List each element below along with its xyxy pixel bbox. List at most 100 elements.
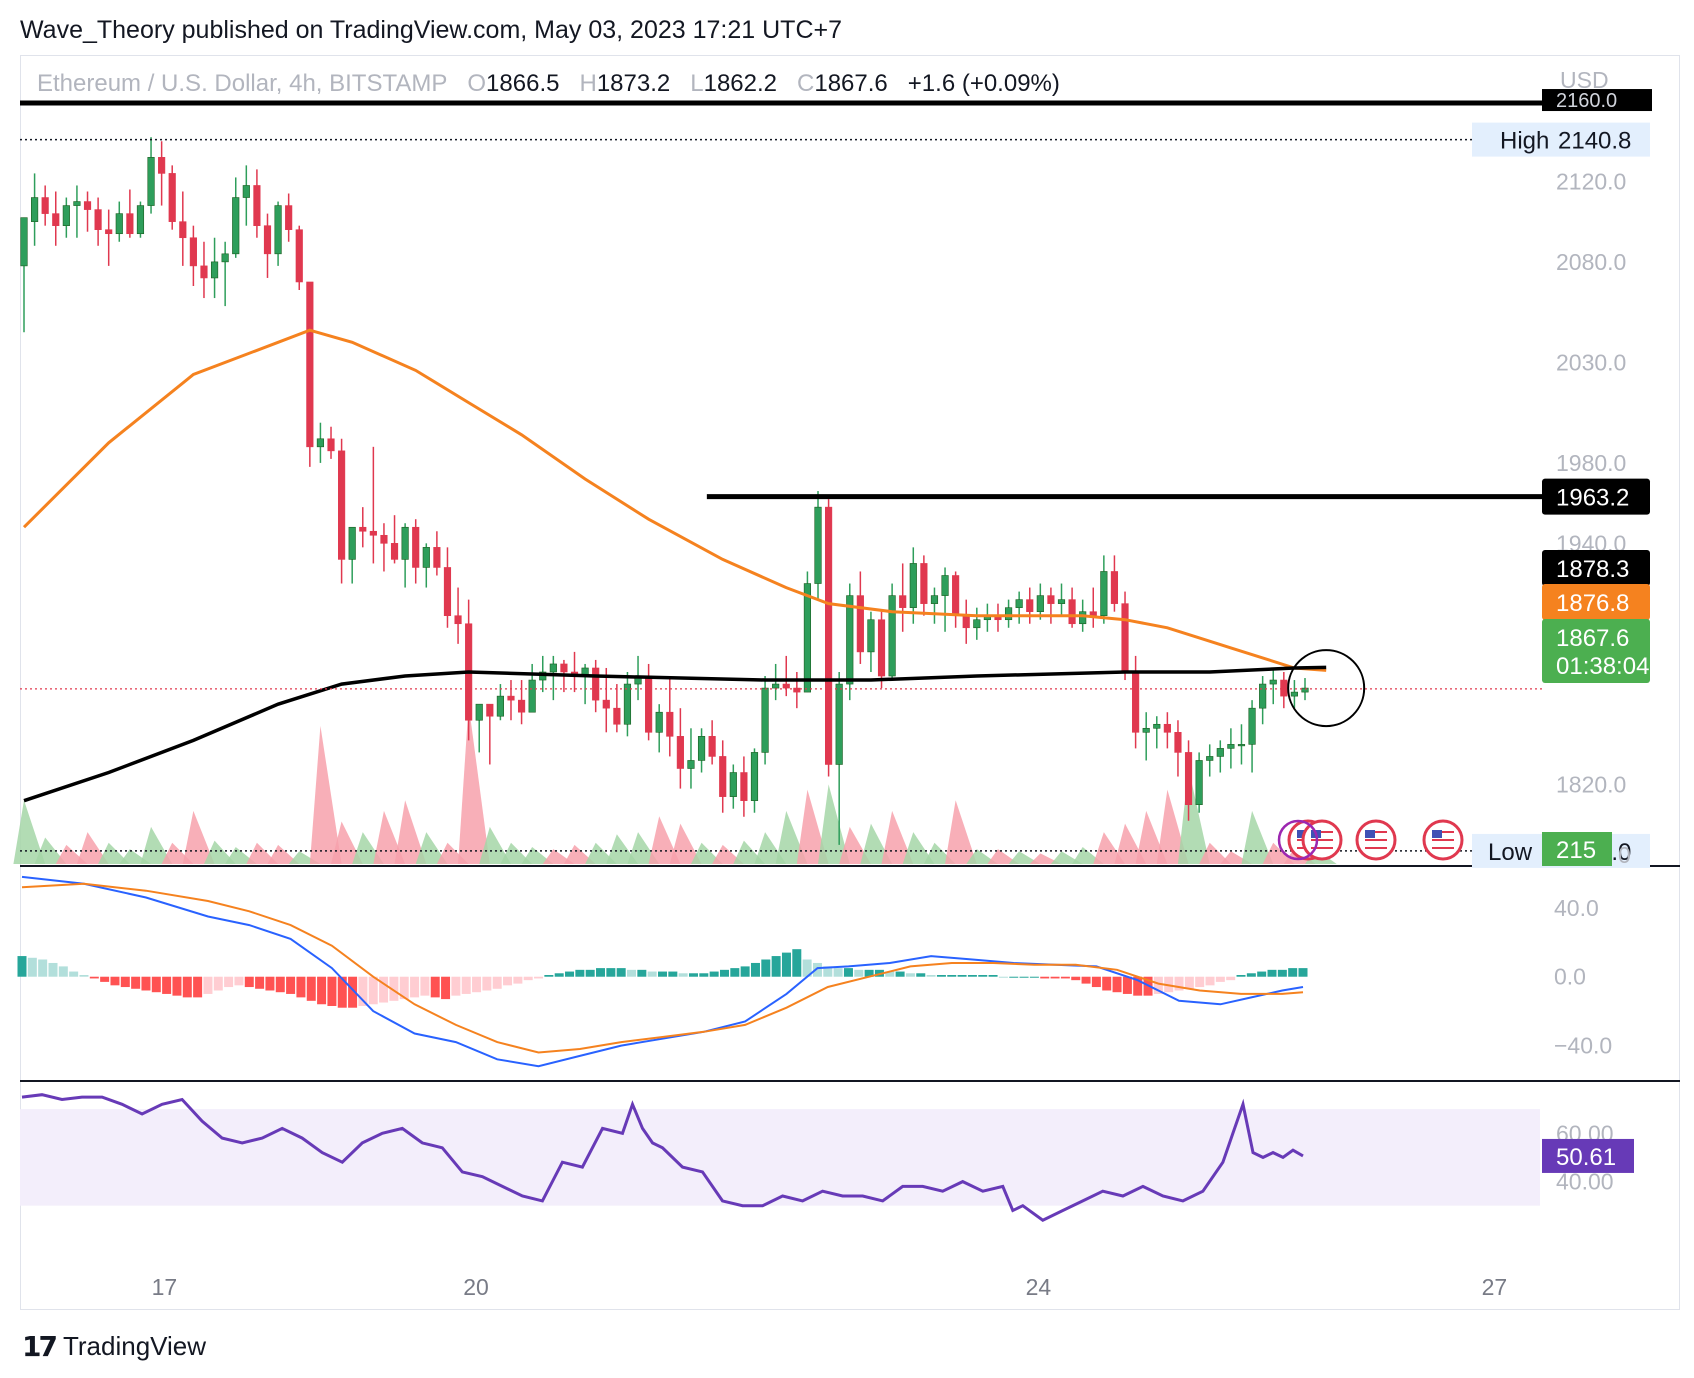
macd-histogram-bar bbox=[740, 966, 750, 977]
sma-black-line bbox=[23, 665, 1327, 803]
volume-bar bbox=[818, 784, 850, 864]
candle-body bbox=[20, 217, 28, 267]
moving-averages bbox=[22, 328, 1327, 803]
macd-histogram-bar bbox=[895, 971, 905, 977]
macd-histogram-bar bbox=[1071, 976, 1081, 981]
low-value: 1862.2 bbox=[703, 70, 777, 97]
black-ma-price-tag: 1878.3 bbox=[1556, 556, 1629, 583]
macd-histogram-bar bbox=[234, 976, 244, 986]
candle-body bbox=[348, 526, 356, 560]
macd-histogram-bar bbox=[1277, 969, 1287, 977]
macd-histogram-bar bbox=[182, 976, 192, 998]
macd-histogram-bar bbox=[17, 956, 27, 977]
macd-histogram-bar bbox=[1040, 976, 1050, 979]
macd-line bbox=[21, 875, 1304, 1068]
rsi-line bbox=[21, 1093, 1304, 1222]
macd-histogram-bar bbox=[1009, 976, 1019, 978]
candle-body bbox=[242, 185, 250, 198]
macd-histogram-bar bbox=[38, 959, 48, 977]
volume-bar bbox=[98, 842, 130, 864]
macd-histogram-bar bbox=[678, 973, 688, 977]
candle-body bbox=[697, 736, 706, 761]
candle-body bbox=[941, 575, 949, 596]
macd-histogram-bar bbox=[719, 969, 729, 977]
candle-body bbox=[83, 201, 92, 210]
flag-stripe bbox=[1432, 847, 1454, 849]
candle-body bbox=[1121, 603, 1129, 673]
high-label: High bbox=[1500, 128, 1549, 155]
close-value: 1867.6 bbox=[814, 70, 888, 97]
candle-body bbox=[877, 619, 886, 677]
macd-tick-label: 40.0 bbox=[1554, 895, 1599, 921]
candle-body bbox=[814, 506, 822, 584]
macd-histogram-bar bbox=[802, 959, 812, 977]
macd-histogram-bar bbox=[79, 975, 89, 977]
candle-body bbox=[930, 595, 939, 604]
macd-histogram-bar bbox=[1298, 968, 1308, 977]
macd-histogram-bar bbox=[843, 968, 853, 977]
high-value: 1873.2 bbox=[596, 70, 671, 97]
candle-body bbox=[1036, 595, 1044, 612]
macd-histogram-bar bbox=[699, 973, 709, 977]
volume-bar bbox=[690, 842, 723, 864]
macd-histogram-bar bbox=[141, 976, 151, 991]
macd-histogram-bar bbox=[317, 976, 327, 1005]
macd-histogram-bar bbox=[48, 962, 58, 977]
volume-bar bbox=[521, 847, 554, 864]
candle-body bbox=[179, 221, 187, 239]
candle-body bbox=[676, 736, 684, 769]
resistance-price-tag-box bbox=[1542, 478, 1650, 515]
volume-bar bbox=[500, 842, 533, 864]
candle-body bbox=[390, 543, 399, 560]
macd-histogram-bar bbox=[988, 975, 998, 977]
macd-histogram-bar bbox=[151, 976, 161, 993]
candle-body bbox=[62, 205, 70, 226]
candle-body bbox=[443, 567, 452, 617]
candle-body bbox=[899, 595, 907, 608]
candle-body bbox=[1206, 756, 1214, 761]
candle-body bbox=[1057, 599, 1066, 604]
macd-histogram-bar bbox=[513, 976, 523, 984]
volume-bar bbox=[267, 844, 300, 864]
candle-body bbox=[856, 595, 864, 653]
macd-histogram-bar bbox=[637, 969, 647, 977]
candle-body bbox=[232, 197, 240, 255]
candle-body bbox=[306, 281, 314, 448]
macd-histogram-bar bbox=[451, 976, 461, 996]
macd-histogram-bar bbox=[492, 976, 502, 989]
macd-histogram-bar bbox=[89, 976, 99, 979]
candle-body bbox=[920, 563, 928, 604]
tradingview-logo[interactable]: 17 TradingView bbox=[22, 1330, 206, 1363]
candle-body bbox=[708, 736, 716, 757]
macd-histogram-bar bbox=[1102, 976, 1112, 991]
candle-body bbox=[729, 772, 737, 797]
top-tick-label: 2160.0 bbox=[1556, 90, 1617, 112]
last-price-tag: 1867.6 bbox=[1556, 625, 1629, 652]
candle-body bbox=[1184, 752, 1193, 805]
candle-body bbox=[221, 253, 229, 263]
candle-body bbox=[1163, 723, 1171, 733]
candle-body bbox=[105, 229, 113, 235]
macd-histogram-bar bbox=[1091, 976, 1101, 988]
macd-histogram-bar bbox=[1288, 968, 1298, 977]
macd-histogram-bar bbox=[420, 976, 430, 996]
candle-body bbox=[888, 595, 896, 677]
macd-histogram-bar bbox=[389, 976, 399, 1001]
volume-bar bbox=[1008, 851, 1041, 864]
candle-body bbox=[454, 615, 462, 625]
candle-body bbox=[200, 265, 208, 279]
macd-histogram-bar bbox=[1257, 971, 1267, 977]
macd-histogram-bar bbox=[110, 976, 120, 986]
price-tick-label: 2080.0 bbox=[1556, 249, 1626, 275]
candle-body bbox=[772, 683, 780, 689]
macd-histogram-bar bbox=[575, 969, 585, 977]
macd-histogram-bar bbox=[503, 976, 513, 986]
macd-histogram-bar bbox=[1153, 976, 1163, 994]
time-tick-label: 24 bbox=[1026, 1274, 1052, 1300]
candle-body bbox=[867, 619, 875, 653]
rsi-value-box bbox=[1542, 1138, 1634, 1173]
volume-bar bbox=[394, 800, 427, 864]
candle-body bbox=[52, 213, 60, 226]
